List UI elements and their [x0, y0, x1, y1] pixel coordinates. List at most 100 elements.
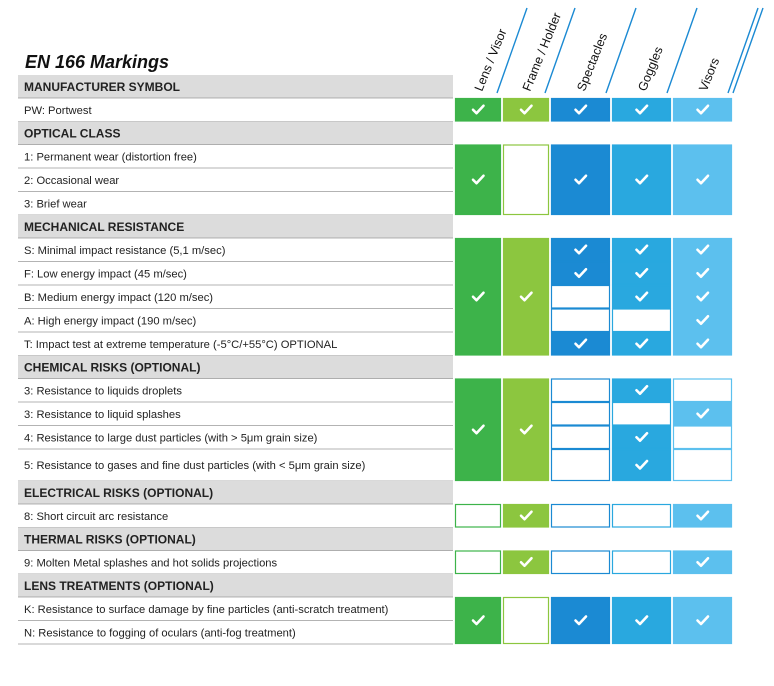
- check-icon: [471, 291, 485, 302]
- cell-visors: [672, 378, 733, 403]
- cell-goggles: [611, 550, 672, 575]
- cell-lens-visor: [454, 550, 502, 575]
- cell-spectacles: [550, 425, 611, 450]
- check-icon: [635, 244, 649, 255]
- check-icon: [696, 244, 710, 255]
- row-label: T: Impact test at extreme temperature (-…: [24, 339, 337, 351]
- check-icon: [574, 104, 588, 115]
- row-label: B: Medium energy impact (120 m/sec): [24, 292, 213, 304]
- cell-visors: [672, 425, 733, 450]
- row-label: PW: Portwest: [24, 105, 92, 117]
- check-icon: [574, 174, 588, 185]
- row-label: A: High energy impact (190 m/sec): [24, 315, 197, 327]
- cell-spectacles: [550, 401, 611, 426]
- check-icon: [696, 408, 710, 419]
- row-label: 2: Occasional wear: [24, 175, 119, 187]
- check-icon: [696, 291, 710, 302]
- check-icon: [471, 424, 485, 435]
- column-header-label: Spectacles: [574, 31, 610, 93]
- section-title: MECHANICAL RESISTANCE: [24, 220, 184, 234]
- check-icon: [471, 104, 485, 115]
- check-icon: [696, 104, 710, 115]
- column-header-spectacles: Spectacles: [574, 7, 637, 94]
- check-icon: [519, 510, 533, 521]
- header-divider: [544, 7, 576, 94]
- row-label: 8: Short circuit arc resistance: [24, 511, 168, 523]
- cell-goggles: [611, 308, 672, 333]
- check-icon: [519, 424, 533, 435]
- check-icon: [635, 174, 649, 185]
- row-label: K: Resistance to surface damage by fine …: [24, 604, 389, 616]
- cell-frame-holder: [502, 596, 550, 645]
- row-label: 4: Resistance to large dust particles (w…: [24, 432, 318, 444]
- check-icon: [696, 267, 710, 279]
- check-icon: [696, 510, 710, 521]
- row-label: 5: Resistance to gases and fine dust par…: [24, 460, 366, 472]
- check-icon: [635, 615, 649, 626]
- check-icon: [696, 615, 710, 626]
- check-icon: [635, 338, 649, 349]
- check-icon: [519, 556, 533, 568]
- check-icon: [574, 267, 588, 279]
- cell-spectacles: [550, 550, 611, 575]
- check-icon: [519, 291, 533, 302]
- section-header-bg: [18, 527, 453, 551]
- section-header-bg: [18, 355, 453, 379]
- section-header: LENS TREATMENTS (OPTIONAL): [18, 574, 453, 597]
- row-label: 1: Permanent wear (distortion free): [24, 151, 197, 163]
- cell-spectacles: [550, 448, 611, 482]
- column-header-goggles: Goggles: [635, 7, 698, 94]
- cell-spectacles: [550, 308, 611, 333]
- section-header-bg: [18, 481, 453, 504]
- section-header-bg: [18, 121, 453, 145]
- column-header-label: Visors: [696, 56, 722, 93]
- check-icon: [696, 174, 710, 185]
- header-divider: [727, 7, 759, 94]
- check-icon: [574, 338, 588, 349]
- check-icon: [696, 556, 710, 568]
- section-header-bg: [18, 215, 453, 238]
- header-divider: [666, 7, 698, 94]
- section-header: MANUFACTURER SYMBOL: [18, 75, 453, 98]
- header-divider: [605, 7, 637, 94]
- row-label: 9: Molten Metal splashes and hot solids …: [24, 557, 278, 569]
- section-title: OPTICAL CLASS: [24, 127, 120, 141]
- check-icon: [635, 459, 649, 470]
- column-header-visors: Visors: [696, 7, 759, 94]
- section-title: LENS TREATMENTS (OPTIONAL): [24, 579, 214, 593]
- column-header-label: Frame / Holder: [520, 11, 564, 94]
- section-title: THERMAL RISKS (OPTIONAL): [24, 533, 196, 547]
- column-header-label: Goggles: [635, 45, 665, 93]
- section-header: CHEMICAL RISKS (OPTIONAL): [18, 355, 453, 379]
- section-header: ELECTRICAL RISKS (OPTIONAL): [18, 481, 453, 504]
- check-icon: [471, 615, 485, 626]
- section-header-bg: [18, 75, 453, 98]
- check-icon: [574, 615, 588, 626]
- header-divider: [732, 7, 764, 94]
- cell-lens-visor: [454, 503, 502, 528]
- row-label: N: Resistance to fogging of oculars (ant…: [24, 627, 296, 639]
- section-header: OPTICAL CLASS: [18, 121, 453, 145]
- row-label: 3: Brief wear: [24, 198, 87, 210]
- check-icon: [696, 314, 710, 326]
- check-icon: [635, 104, 649, 115]
- column-header-lens-visor: Lens / Visor: [472, 7, 528, 94]
- cell-goggles: [611, 401, 672, 426]
- check-icon: [471, 174, 485, 185]
- section-title: CHEMICAL RISKS (OPTIONAL): [24, 361, 200, 375]
- check-icon: [696, 338, 710, 349]
- column-header-label: Lens / Visor: [472, 27, 510, 93]
- cell-spectacles: [550, 284, 611, 309]
- page-title: EN 166 Markings: [25, 52, 169, 72]
- check-icon: [635, 431, 649, 443]
- cell-visors: [672, 144, 733, 216]
- cell-visors: [672, 448, 733, 482]
- section-header: MECHANICAL RESISTANCE: [18, 215, 453, 238]
- check-icon: [574, 244, 588, 255]
- row-label: S: Minimal impact resistance (5,1 m/sec): [24, 245, 226, 257]
- section-header: THERMAL RISKS (OPTIONAL): [18, 527, 453, 551]
- section-title: ELECTRICAL RISKS (OPTIONAL): [24, 486, 213, 500]
- row-label: 3: Resistance to liquid splashes: [24, 409, 181, 421]
- row-label: 3: Resistance to liquids droplets: [24, 385, 182, 397]
